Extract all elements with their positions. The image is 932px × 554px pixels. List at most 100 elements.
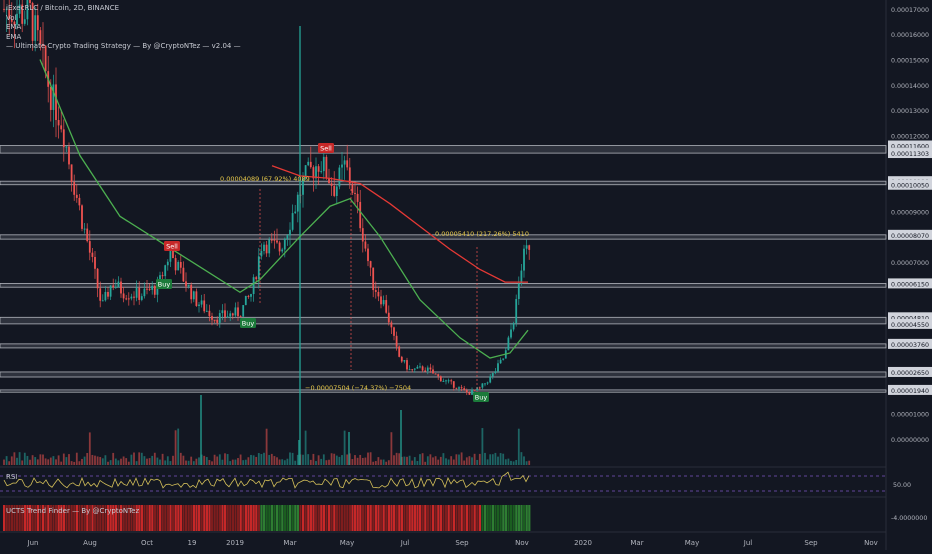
candle-body — [5, 9, 8, 11]
trend-bar — [182, 505, 185, 531]
candle-body — [499, 359, 502, 364]
volume-bar — [39, 454, 42, 465]
price-axis-tag-bg — [888, 384, 932, 395]
price-axis-tag-bg — [888, 318, 932, 329]
trend-bar — [75, 505, 78, 531]
trend-finder-pane-label[interactable]: UCTS Trend Finder — By @CryptoNTez — [6, 507, 140, 515]
trend-bar — [450, 505, 453, 531]
trend-bar — [78, 505, 81, 531]
trend-bar — [455, 505, 458, 531]
ema-indicator-label-2[interactable]: EMA — [6, 32, 22, 41]
candle-body — [122, 293, 125, 299]
strategy-indicator-label[interactable]: — Ultimate Crypto Trading Strategy — By … — [6, 42, 241, 50]
trend-bar — [507, 505, 510, 531]
volume-indicator-label[interactable]: Vol — [6, 13, 17, 22]
trend-bar — [174, 505, 177, 531]
volume-bar — [367, 452, 369, 465]
trend-bar — [226, 505, 229, 531]
trend-bar — [364, 505, 367, 531]
candle-body — [463, 388, 466, 391]
volume-bar — [18, 452, 21, 465]
volume-bar — [273, 456, 276, 465]
trend-bar — [151, 505, 154, 531]
volume-bar — [478, 453, 481, 465]
trend-bar — [276, 505, 279, 531]
sell-signal-badge-bg — [318, 143, 334, 153]
trend-bar — [153, 505, 156, 531]
trend-bar — [242, 505, 245, 531]
candle-body — [177, 261, 180, 271]
volume-bar — [317, 455, 320, 465]
price-axis-label: 0.00003760 — [891, 342, 929, 349]
volume-bar — [91, 454, 94, 465]
trend-bar — [426, 505, 429, 531]
candle-body — [333, 185, 336, 196]
trend-bar — [408, 505, 411, 531]
price-axis-label: 0.00013000 — [891, 108, 929, 115]
price-axis-label: 0.00011600 — [891, 144, 929, 151]
volume-bar — [484, 452, 486, 465]
candle-body — [185, 281, 187, 287]
volume-bar — [315, 461, 317, 465]
symbol-title[interactable]: iExecRLC / Bitcoin, 2D, BINANCE — [6, 4, 120, 12]
volume-bar — [528, 460, 531, 465]
volume-bar — [172, 455, 174, 465]
candle-body — [31, 2, 34, 41]
trend-bar — [372, 505, 375, 531]
trend-bar — [286, 505, 289, 531]
candle-body — [179, 261, 182, 268]
volume-bar — [177, 428, 180, 465]
trend-bar — [520, 505, 523, 531]
trend-bar — [247, 505, 250, 531]
candle-body — [413, 368, 416, 370]
ema-indicator-label-1[interactable]: EMA — [6, 23, 22, 31]
trend-bar — [213, 505, 216, 531]
trend-bar — [133, 505, 136, 531]
trend-bar — [489, 505, 492, 531]
volume-bar — [52, 456, 55, 465]
volume-bar — [291, 452, 294, 465]
candle-body — [200, 300, 203, 305]
rsi-pane-label[interactable]: RSI — [6, 473, 18, 481]
volume-bar — [343, 430, 346, 465]
volume-bar — [471, 457, 473, 465]
ema-fast-line — [271, 165, 528, 283]
candle-body — [161, 275, 164, 277]
candle-body — [281, 249, 284, 252]
candle-body — [99, 288, 102, 301]
candle-body — [520, 270, 523, 284]
candle-body — [29, 0, 31, 3]
volume-bar — [3, 459, 5, 465]
candle-body — [291, 213, 294, 230]
volume-bar — [525, 461, 528, 465]
candle-body — [497, 363, 499, 372]
candle-body — [208, 310, 211, 317]
candle-body — [468, 392, 471, 395]
volume-bar — [504, 459, 507, 465]
trend-bar — [216, 505, 219, 531]
volume-bar — [395, 452, 398, 465]
candle-body — [44, 45, 47, 72]
volume-bar — [114, 458, 117, 465]
volume-bar — [450, 456, 453, 465]
volume-bar — [489, 454, 492, 465]
candle-body — [237, 307, 239, 317]
volume-bar — [130, 454, 133, 465]
candle-body — [263, 244, 265, 252]
volume-bar — [260, 454, 263, 465]
trend-bar — [380, 505, 383, 531]
volume-bar — [70, 461, 73, 465]
candle-body — [252, 277, 255, 295]
volume-bar — [476, 459, 479, 465]
price-axis-label: 0.00011303 — [891, 151, 929, 158]
candle-body — [494, 371, 497, 374]
price-axis-tag-bg — [888, 278, 932, 289]
trend-bar — [504, 505, 507, 531]
time-axis-label: 19 — [188, 539, 197, 547]
support-resistance-zone — [0, 371, 887, 378]
price-axis-label: 0.00016000 — [891, 32, 929, 39]
trend-bar — [192, 505, 195, 531]
buy-signal-badge: Buy — [242, 320, 255, 328]
trend-bar — [439, 505, 442, 531]
